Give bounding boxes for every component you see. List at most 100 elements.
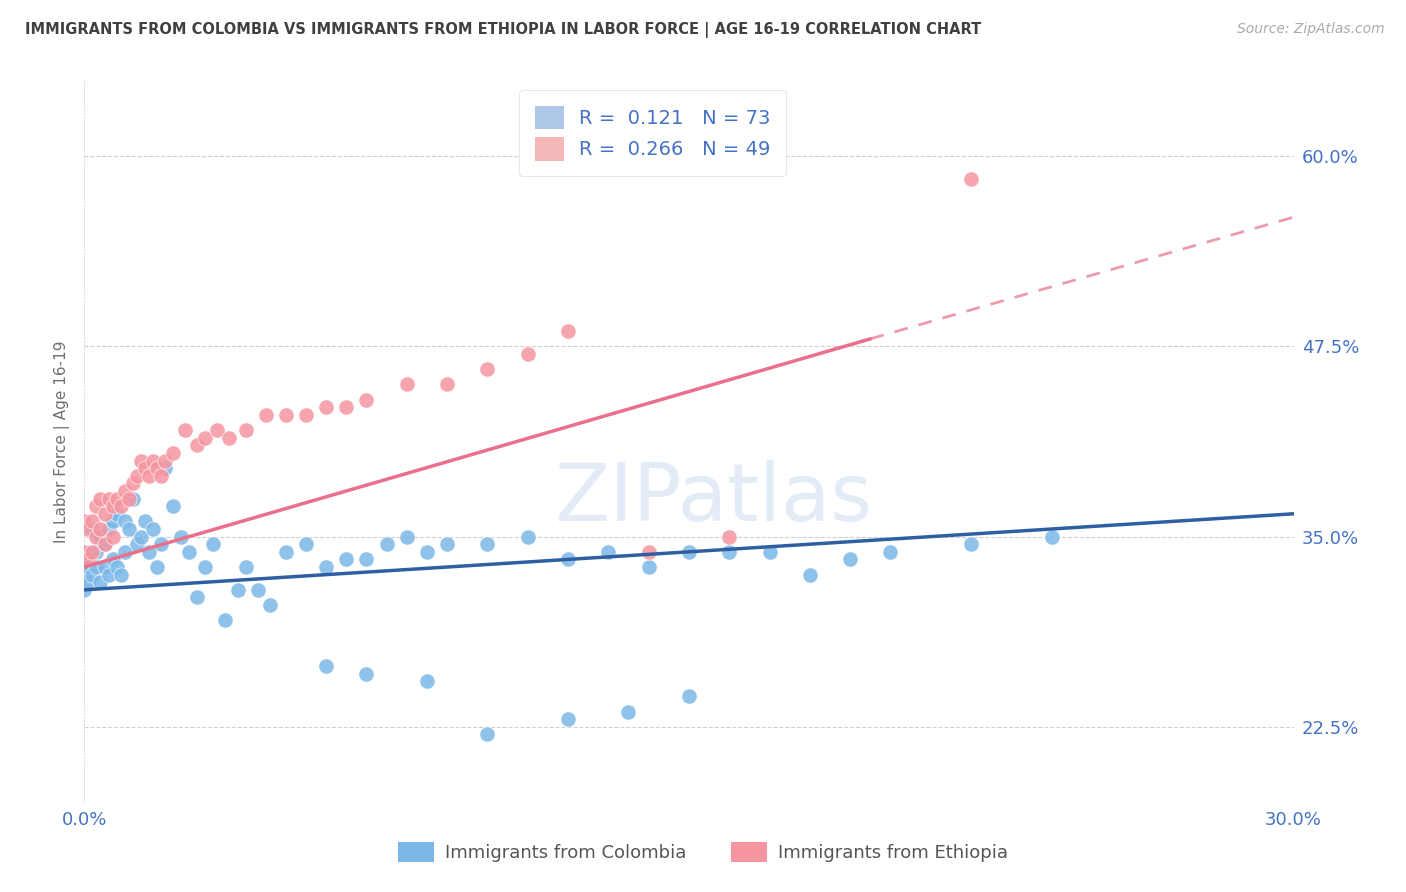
Point (73, 582, 96, 597)
Point (356, 552, 378, 566)
Legend: R =  0.121   N = 73, R =  0.266   N = 49: R = 0.121 N = 73, R = 0.266 N = 49 (519, 90, 786, 177)
Point (77, 560, 100, 574)
Point (416, 545, 439, 559)
Point (246, 582, 269, 597)
Point (82, 515, 104, 529)
Point (315, 560, 337, 574)
Point (86, 499, 108, 513)
Point (146, 461, 169, 475)
Point (110, 499, 132, 513)
Point (617, 705, 640, 719)
Point (89, 530, 111, 544)
Point (174, 423, 197, 437)
Point (73, 567, 96, 582)
Text: Source: ZipAtlas.com: Source: ZipAtlas.com (1237, 22, 1385, 37)
Point (375, 537, 398, 551)
Point (678, 690, 700, 704)
Point (153, 461, 176, 475)
Point (77, 545, 100, 559)
Point (114, 545, 136, 559)
Point (637, 545, 659, 559)
Point (146, 560, 169, 574)
Point (436, 377, 458, 392)
Point (89, 575, 111, 590)
Text: ZIPatlas: ZIPatlas (554, 460, 872, 539)
Point (86, 560, 108, 574)
Point (960, 172, 983, 186)
Point (678, 545, 700, 559)
Point (86, 530, 108, 544)
Point (101, 515, 124, 529)
Point (839, 552, 862, 566)
Point (153, 453, 176, 467)
Point (179, 545, 201, 559)
Legend: Immigrants from Colombia, Immigrants from Ethiopia: Immigrants from Colombia, Immigrants fro… (391, 834, 1015, 870)
Point (259, 598, 281, 612)
Point (73, 552, 96, 566)
Point (356, 666, 378, 681)
Point (105, 507, 128, 521)
Point (170, 530, 193, 544)
Point (207, 423, 229, 437)
Y-axis label: In Labor Force | Age 16-19: In Labor Force | Age 16-19 (55, 340, 70, 543)
Point (879, 545, 901, 559)
Point (101, 552, 124, 566)
Point (758, 545, 780, 559)
Point (202, 537, 225, 551)
Point (335, 552, 357, 566)
Point (77, 522, 100, 536)
Point (105, 560, 128, 574)
Point (149, 468, 172, 483)
Point (214, 613, 236, 627)
Point (82, 567, 104, 582)
Text: IMMIGRANTS FROM COLOMBIA VS IMMIGRANTS FROM ETHIOPIA IN LABOR FORCE | AGE 16-19 : IMMIGRANTS FROM COLOMBIA VS IMMIGRANTS F… (25, 22, 981, 38)
Point (138, 468, 160, 483)
Point (395, 377, 418, 392)
Point (114, 483, 136, 498)
Point (162, 446, 184, 460)
Point (598, 545, 620, 559)
Point (718, 545, 741, 559)
Point (134, 515, 156, 529)
Point (134, 461, 156, 475)
Point (105, 491, 128, 506)
Point (436, 537, 458, 551)
Point (718, 530, 741, 544)
Point (93, 537, 115, 551)
Point (97, 491, 120, 506)
Point (416, 674, 439, 689)
Point (93, 507, 115, 521)
Point (315, 401, 337, 415)
Point (138, 545, 160, 559)
Point (110, 567, 132, 582)
Point (194, 431, 217, 445)
Point (254, 408, 277, 422)
Point (960, 537, 983, 551)
Point (73, 545, 96, 559)
Point (356, 392, 378, 407)
Point (557, 712, 579, 726)
Point (295, 408, 318, 422)
Point (129, 530, 152, 544)
Point (194, 560, 217, 574)
Point (97, 567, 120, 582)
Point (89, 522, 111, 536)
Point (121, 491, 143, 506)
Point (1040, 530, 1063, 544)
Point (295, 537, 318, 551)
Point (235, 560, 257, 574)
Point (77, 575, 100, 590)
Point (82, 545, 104, 559)
Point (226, 582, 249, 597)
Point (89, 491, 111, 506)
Point (477, 362, 499, 376)
Point (477, 537, 499, 551)
Point (637, 560, 659, 574)
Point (235, 423, 257, 437)
Point (118, 522, 141, 536)
Point (77, 552, 100, 566)
Point (86, 545, 108, 559)
Point (477, 727, 499, 741)
Point (93, 560, 115, 574)
Point (274, 545, 297, 559)
